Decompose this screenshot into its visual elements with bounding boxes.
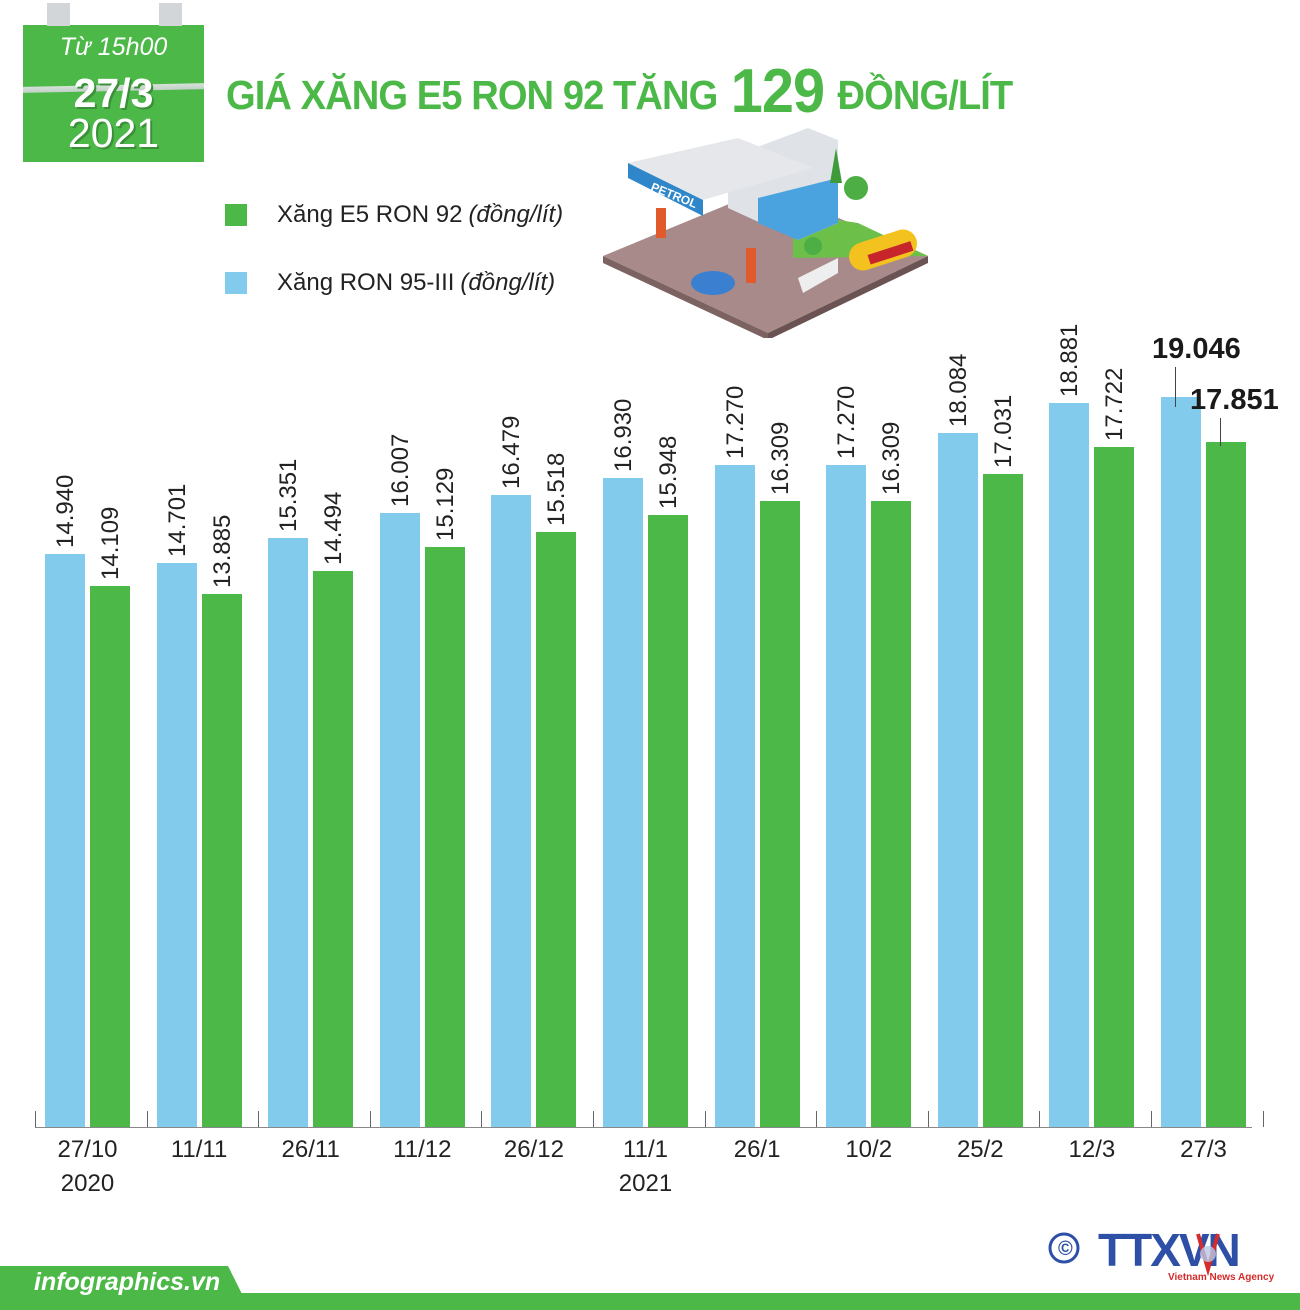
leader-line <box>1175 367 1176 407</box>
x-axis-tick <box>704 1111 706 1127</box>
bar-ron95 <box>937 433 978 1127</box>
x-axis-tick <box>369 1111 371 1127</box>
x-axis-label: 11/12 <box>393 1136 452 1163</box>
bar-value-label: 16.309 <box>766 422 794 496</box>
x-axis-tick <box>927 1111 929 1127</box>
title-suffix: ĐỒNG/LÍT <box>837 72 1014 118</box>
bar-value-label: 14.940 <box>52 474 79 548</box>
x-axis-line <box>35 1127 1252 1128</box>
bar-ron95 <box>268 538 309 1127</box>
x-axis-tick <box>1262 1111 1264 1127</box>
bar-e5-ron92 <box>1206 442 1246 1127</box>
calendar-time: Từ 15h00 <box>59 33 168 61</box>
bar-value-label: 17.270 <box>833 385 861 459</box>
x-axis-label: 26/1 <box>733 1136 781 1163</box>
x-axis-tick <box>146 1111 148 1127</box>
x-axis-label: 10/2 <box>845 1136 893 1163</box>
footer-band <box>0 1293 1300 1310</box>
bar-value-label: 17.722 <box>1101 367 1129 442</box>
x-axis-label: 27/10 <box>57 1136 118 1163</box>
bar-e5-ron92 <box>759 501 800 1127</box>
bar-value-label: 18.084 <box>944 354 972 428</box>
svg-text:Vietnam News Agency: Vietnam News Agency <box>1168 1272 1275 1283</box>
bar-value-label: 18.881 <box>1056 323 1084 397</box>
leader-line <box>1220 418 1221 447</box>
bar-value-label: 15.518 <box>543 452 571 526</box>
x-axis-label: 25/2 <box>956 1136 1004 1163</box>
bar-value-label: 15.351 <box>275 458 303 533</box>
legend-item-e5-ron92: Xăng E5 RON 92 (đồng/lít) <box>225 200 563 230</box>
bar-value-label: 13.885 <box>208 515 236 589</box>
x-axis-tick <box>258 1111 260 1127</box>
bar-ron95 <box>1049 402 1090 1127</box>
site-link[interactable]: infographics.vn <box>34 1268 221 1296</box>
bar-value-label: 15.129 <box>431 467 459 541</box>
legend-label: Xăng RON 95-III <box>277 269 455 296</box>
bar-ron95 <box>1161 396 1201 1127</box>
bar-e5-ron92 <box>424 546 465 1127</box>
legend-item-ron95-iii: Xăng RON 95-III (đồng/lít) <box>225 268 555 298</box>
bar-value-label: 16.007 <box>386 433 414 508</box>
calendar-ring <box>159 3 182 26</box>
bar-e5-ron92 <box>201 594 242 1127</box>
calendar-date: 27/3 <box>73 70 154 116</box>
bar-value-label: 15.948 <box>655 435 682 510</box>
title-prefix: GIÁ XĂNG E5 RON 92 TĂNG <box>226 72 718 118</box>
bar-value-label: 17.031 <box>989 394 1017 468</box>
bar-ron95 <box>603 477 643 1127</box>
legend-unit: (đồng/lít) <box>468 201 564 228</box>
bar-value-label: 16.930 <box>610 398 637 472</box>
x-axis-tick <box>1039 1111 1041 1127</box>
bar-value-label: 14.109 <box>97 506 124 580</box>
bar-e5-ron92 <box>648 515 688 1127</box>
bar-value-label-highlight: 17.851 <box>1190 384 1279 416</box>
x-axis-tick <box>35 1111 36 1127</box>
legend-unit: (đồng/lít) <box>460 269 556 296</box>
x-axis-label: 27/3 <box>1180 1136 1227 1163</box>
bar-e5-ron92 <box>982 473 1023 1127</box>
bar-e5-ron92 <box>536 531 577 1127</box>
x-axis-label: 11/1 <box>623 1136 668 1163</box>
legend-swatch-green <box>225 204 247 226</box>
date-calendar-badge <box>23 25 204 162</box>
legend-label: Xăng E5 RON 92 <box>277 201 463 228</box>
calendar-year: 2021 <box>67 110 160 156</box>
bar-ron95 <box>491 494 532 1127</box>
x-axis-tick <box>481 1111 483 1127</box>
calendar-ring <box>47 3 70 26</box>
bar-e5-ron92 <box>313 571 354 1127</box>
svg-text:©: © <box>1058 1238 1073 1260</box>
footer-tab <box>0 1266 250 1310</box>
svg-text:TTXVN: TTXVN <box>1098 1224 1239 1276</box>
x-axis-tick <box>593 1111 594 1127</box>
legend-swatch-blue <box>225 272 247 294</box>
bar-ron95 <box>45 554 85 1127</box>
bar-value-label-highlight: 19.046 <box>1152 333 1241 365</box>
bar-e5-ron92 <box>1094 447 1135 1127</box>
x-axis-year-label: 2020 <box>60 1170 115 1197</box>
bar-ron95 <box>379 513 420 1127</box>
x-axis-label: 12/3 <box>1068 1136 1116 1163</box>
page-title: GIÁ XĂNG E5 RON 92 TĂNG 129 ĐỒNG/LÍT <box>226 56 1014 127</box>
bar-ron95 <box>714 464 755 1127</box>
bar-value-label: 17.270 <box>721 385 749 459</box>
ttxvn-logo-icon: © TTXVN Vietnam News Agency <box>1048 1224 1275 1283</box>
bar-value-label: 16.309 <box>878 422 906 496</box>
bar-value-label: 14.494 <box>320 491 348 566</box>
bar-value-label: 14.701 <box>163 483 191 558</box>
x-axis-year-label: 2021 <box>618 1170 673 1197</box>
x-axis-tick <box>1151 1111 1152 1127</box>
x-axis-tick <box>816 1111 818 1127</box>
bar-ron95 <box>826 464 867 1127</box>
x-axis-label: 11/11 <box>170 1136 228 1163</box>
bar-e5-ron92 <box>90 585 130 1127</box>
bar-ron95 <box>156 563 197 1127</box>
bar-value-label: 16.479 <box>498 415 526 489</box>
bar-e5-ron92 <box>871 501 912 1127</box>
petrol-station-illustration-icon: PETROL <box>603 128 928 338</box>
x-axis-label: 26/11 <box>281 1136 340 1163</box>
x-axis-label: 26/12 <box>503 1136 564 1163</box>
title-number: 129 <box>730 57 825 126</box>
